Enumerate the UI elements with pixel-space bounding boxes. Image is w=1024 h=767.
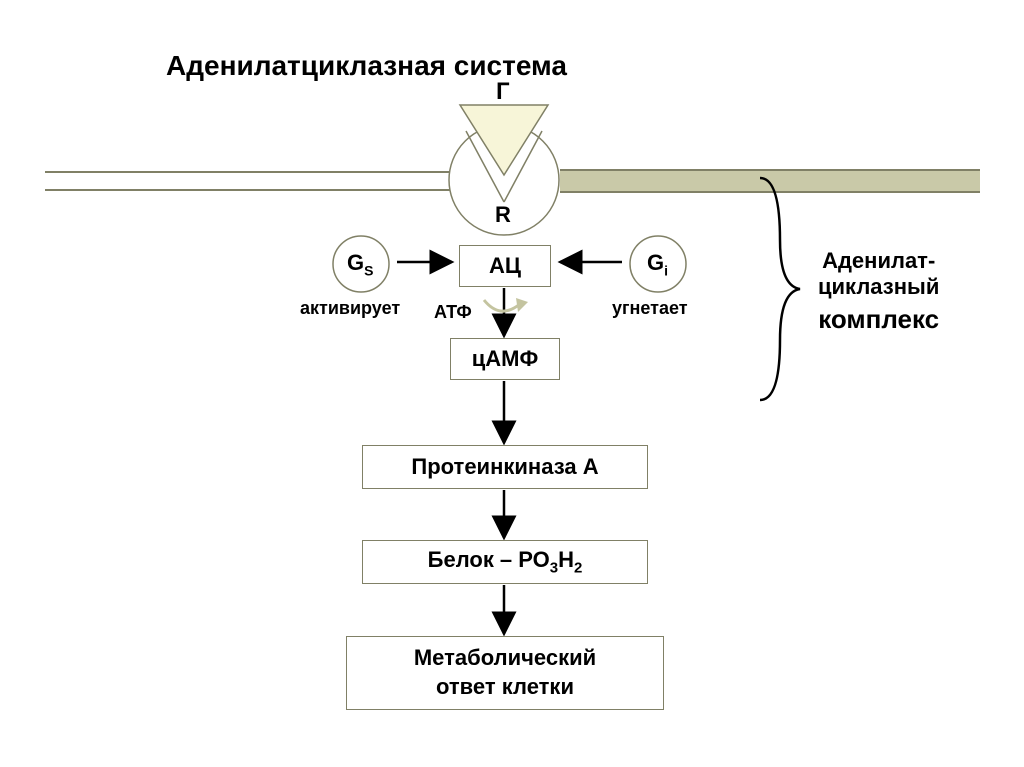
gi-label-sub: i bbox=[664, 262, 668, 278]
atp-label-text: АТФ bbox=[434, 302, 472, 322]
pka-box: Протеинкиназа А bbox=[362, 445, 648, 489]
ac-box: АЦ bbox=[459, 245, 551, 287]
response-line1: Метаболический bbox=[414, 644, 596, 673]
gs-caption: активирует bbox=[300, 298, 400, 319]
ligand-label-text: Г bbox=[496, 78, 510, 105]
gs-label: GS bbox=[347, 250, 373, 278]
protein-sub2: 2 bbox=[574, 560, 582, 577]
gi-label-g: G bbox=[647, 250, 664, 275]
camp-box-text: цАМФ bbox=[472, 346, 539, 372]
gs-caption-text: активирует bbox=[300, 298, 400, 318]
pka-box-text: Протеинкиназа А bbox=[411, 454, 598, 480]
ac-box-text: АЦ bbox=[489, 253, 521, 279]
gi-caption: угнетает bbox=[612, 298, 688, 319]
atp-curved-arrowhead bbox=[516, 298, 528, 312]
gi-caption-text: угнетает bbox=[612, 298, 688, 318]
protein-box-text: Белок – РО3Н2 bbox=[428, 547, 583, 576]
receptor-label: R bbox=[495, 202, 511, 228]
membrane-bar-right bbox=[560, 170, 980, 192]
protein-sub1: 3 bbox=[550, 560, 558, 577]
atp-label: АТФ bbox=[434, 302, 472, 323]
complex-label: Аденилат- циклазный комплекс bbox=[818, 248, 939, 335]
receptor-label-text: R bbox=[495, 202, 511, 227]
complex-brace bbox=[760, 178, 800, 400]
gi-label: Gi bbox=[647, 250, 668, 278]
diagram-stage: Аденилатциклазная система bbox=[0, 0, 1024, 767]
ligand-label: Г bbox=[496, 78, 510, 106]
complex-line2: циклазный bbox=[818, 274, 939, 300]
response-box: Метаболический ответ клетки bbox=[346, 636, 664, 710]
complex-line1: Аденилат- bbox=[818, 248, 939, 274]
response-line2: ответ клетки bbox=[436, 673, 574, 702]
gs-label-sub: S bbox=[364, 262, 373, 278]
protein-box: Белок – РО3Н2 bbox=[362, 540, 648, 584]
protein-prefix: Белок – РО bbox=[428, 547, 550, 572]
camp-box: цАМФ bbox=[450, 338, 560, 380]
complex-line3: комплекс bbox=[818, 304, 939, 335]
atp-curved-arrow bbox=[484, 300, 520, 311]
protein-mid: Н bbox=[558, 547, 574, 572]
gs-label-g: G bbox=[347, 250, 364, 275]
